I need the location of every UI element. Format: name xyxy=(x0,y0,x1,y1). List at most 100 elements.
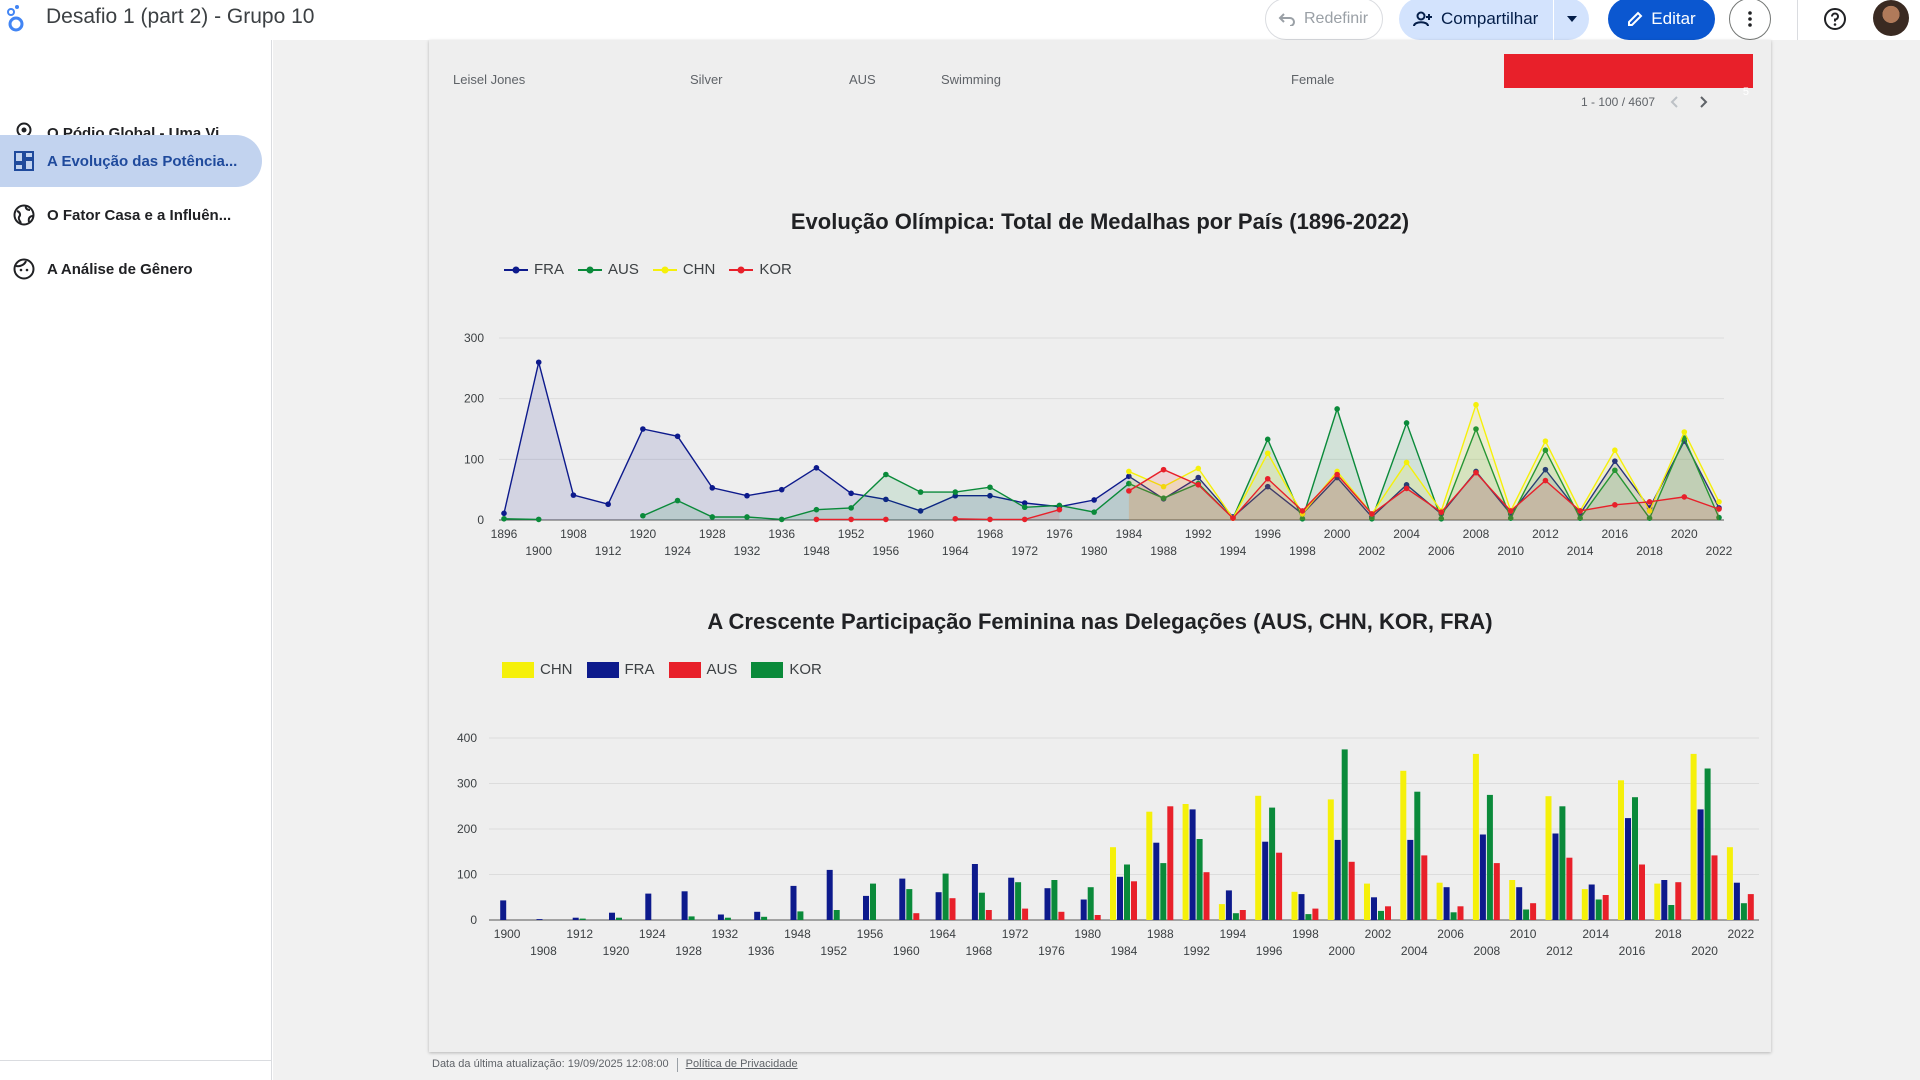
data-point-kor xyxy=(1577,508,1583,514)
data-point-kor xyxy=(1230,515,1236,521)
data-point-fra xyxy=(917,508,924,514)
data-point-kor xyxy=(1542,477,1549,484)
x-tick-label: 2006 xyxy=(1437,927,1464,941)
data-point-aus xyxy=(952,489,959,495)
user-avatar[interactable] xyxy=(1873,0,1909,36)
data-point-kor xyxy=(1369,511,1375,517)
legend-label: FRA xyxy=(624,661,655,678)
legend-label: KOR xyxy=(759,261,792,278)
next-page-icon[interactable] xyxy=(1695,94,1711,110)
bar-kor xyxy=(1566,857,1573,920)
bar-fra xyxy=(1334,839,1341,920)
data-point-fra xyxy=(640,426,646,432)
bar-kor xyxy=(1385,906,1391,920)
nav-page-analise-genero[interactable]: A Análise de Gênero xyxy=(0,243,262,295)
edit-button[interactable]: Editar xyxy=(1608,0,1715,40)
bar-aus xyxy=(1559,806,1566,921)
data-point-fra xyxy=(848,490,854,497)
report-title[interactable]: Desafio 1 (part 2) - Grupo 10 xyxy=(46,5,315,28)
data-point-kor xyxy=(1507,508,1514,514)
bar-chn xyxy=(1581,889,1588,920)
data-point-chn xyxy=(1473,401,1479,408)
x-tick-label: 1992 xyxy=(1183,944,1210,958)
bar-chn xyxy=(1690,753,1697,920)
legend-item-chn[interactable]: CHN xyxy=(502,661,573,678)
help-button[interactable] xyxy=(1820,4,1850,34)
y-tick-label: 100 xyxy=(464,452,484,466)
line-swatch-kor xyxy=(729,266,754,273)
share-label: Compartilhar xyxy=(1441,9,1539,28)
bar-kor xyxy=(1239,910,1246,920)
female-participation-bar-chart[interactable]: 0 100 200 300 400 1900 1908 1912 1920 1924 1928 193… xyxy=(429,720,1771,965)
data-point-aus xyxy=(709,514,716,520)
bar-fra xyxy=(826,869,833,920)
bar-aus xyxy=(616,917,622,920)
data-point-aus xyxy=(1091,509,1097,515)
nav-page-fator-casa[interactable]: O Fator Casa e a Influên... xyxy=(0,189,262,241)
bar-fra xyxy=(1298,894,1305,920)
globe-icon xyxy=(12,203,36,227)
data-point-kor xyxy=(1195,482,1202,488)
medals-line-chart[interactable]: 0 100 200 300 1896 1900 1908 1912 1920 1924 1928 19… xyxy=(429,320,1771,565)
legend-item-aus[interactable]: AUS xyxy=(668,661,738,678)
x-tick-label: 2000 xyxy=(1328,944,1355,958)
x-tick-label: 1924 xyxy=(664,544,691,558)
data-point-aus xyxy=(883,471,889,478)
more-options-button[interactable] xyxy=(1729,0,1771,40)
data-point-kor xyxy=(1681,494,1688,500)
bar-kor xyxy=(1457,906,1464,920)
data-point-kor xyxy=(1438,509,1445,515)
bar-aus xyxy=(1341,749,1348,920)
bar-kor xyxy=(1530,903,1537,920)
x-tick-label: 1936 xyxy=(748,944,775,958)
legend-item-kor[interactable]: KOR xyxy=(729,261,792,278)
legend-label: CHN xyxy=(540,661,573,678)
legend-item-kor[interactable]: KOR xyxy=(751,661,822,678)
bar-aus xyxy=(688,916,695,920)
bar-fra xyxy=(1008,877,1015,920)
share-dropdown-button[interactable] xyxy=(1554,0,1589,40)
legend-item-chn[interactable]: CHN xyxy=(652,261,715,278)
legend-label: AUS xyxy=(608,261,639,278)
x-tick-label: 1900 xyxy=(525,544,552,558)
x-tick-label: 2012 xyxy=(1532,527,1559,541)
x-tick-label: 1968 xyxy=(977,527,1004,541)
table-row[interactable]: Leisel Jones Silver AUS Swimming Female … xyxy=(429,40,1771,98)
prev-page-icon[interactable] xyxy=(1667,94,1683,110)
privacy-policy-link[interactable]: Política de Privacidade xyxy=(685,1058,798,1070)
series-line-kor xyxy=(955,509,1060,521)
nav-page-evolucao-potencias[interactable]: A Evolução das Potência... xyxy=(0,135,262,187)
y-tick-label: 300 xyxy=(464,331,484,345)
bar-aus xyxy=(1015,882,1022,920)
bar-fra xyxy=(863,895,869,920)
bar-aus xyxy=(1124,864,1130,920)
line-swatch-fra xyxy=(504,266,528,273)
bar-kor xyxy=(1203,872,1210,920)
x-tick-label: 1932 xyxy=(712,927,739,941)
bar-kor xyxy=(1167,806,1174,921)
share-button[interactable]: Compartilhar xyxy=(1399,0,1589,40)
page-navigation: O Pódio Global - Uma Vi... A Evolução da… xyxy=(0,40,272,1080)
data-point-aus xyxy=(1542,447,1549,454)
x-tick-label: 1994 xyxy=(1220,544,1247,558)
data-point-fra xyxy=(778,486,785,493)
y-tick-label: 100 xyxy=(457,868,477,882)
bar-aus xyxy=(761,916,768,920)
y-tick-label: 200 xyxy=(457,822,477,836)
x-tick-label: 1952 xyxy=(820,944,847,958)
bar-fra xyxy=(1044,888,1051,920)
reset-label: Redefinir xyxy=(1304,10,1369,27)
x-tick-label: 1960 xyxy=(893,944,920,958)
x-tick-label: 2014 xyxy=(1582,927,1609,941)
bar-aus xyxy=(1740,903,1747,920)
looker-studio-logo[interactable] xyxy=(6,4,26,32)
reset-button[interactable]: Redefinir xyxy=(1265,0,1383,40)
data-point-kor xyxy=(1716,506,1722,512)
legend-item-fra[interactable]: FRA xyxy=(504,261,564,278)
legend-label: AUS xyxy=(706,661,738,678)
footer-separator xyxy=(676,1058,678,1072)
legend-item-aus[interactable]: AUS xyxy=(578,261,639,278)
legend-item-fra[interactable]: FRA xyxy=(586,661,655,678)
bar-fra xyxy=(790,885,797,920)
edit-label: Editar xyxy=(1651,9,1696,28)
